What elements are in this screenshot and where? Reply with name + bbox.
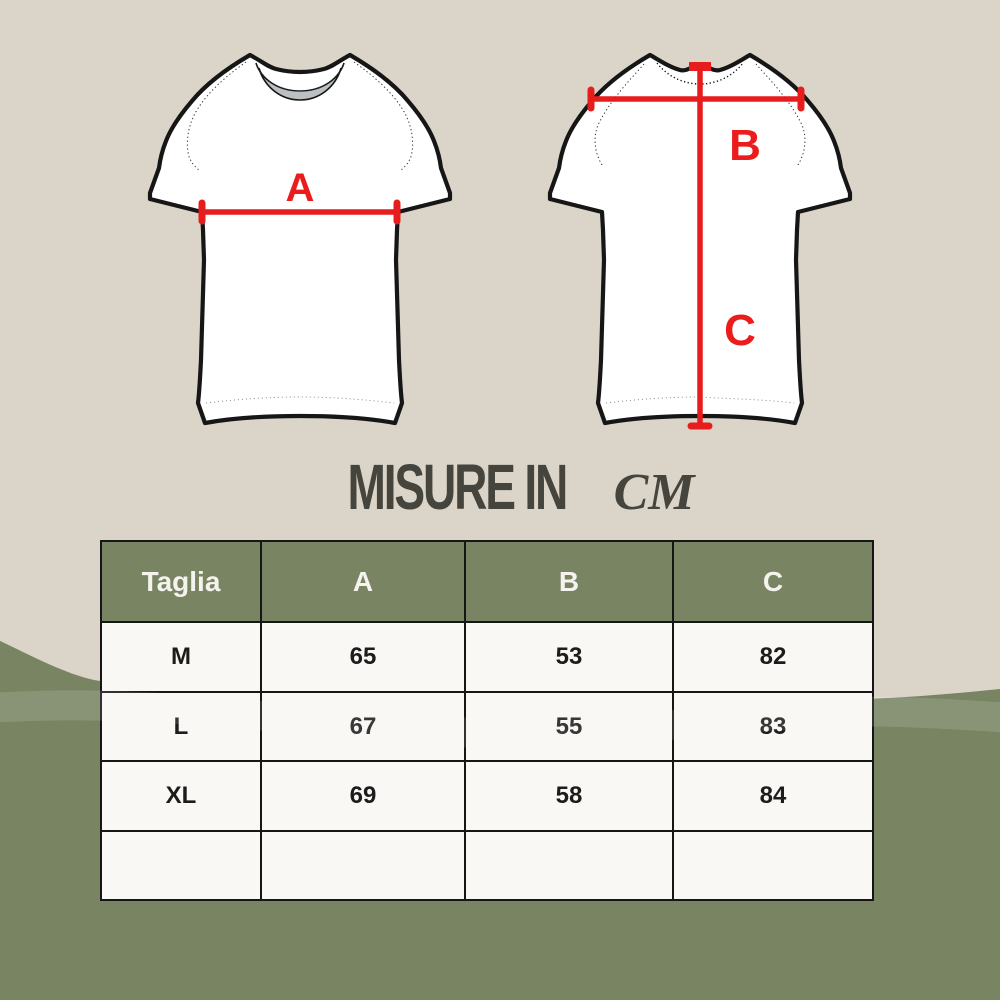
svg-text:B: B bbox=[729, 121, 761, 170]
svg-text:C: C bbox=[724, 306, 756, 355]
